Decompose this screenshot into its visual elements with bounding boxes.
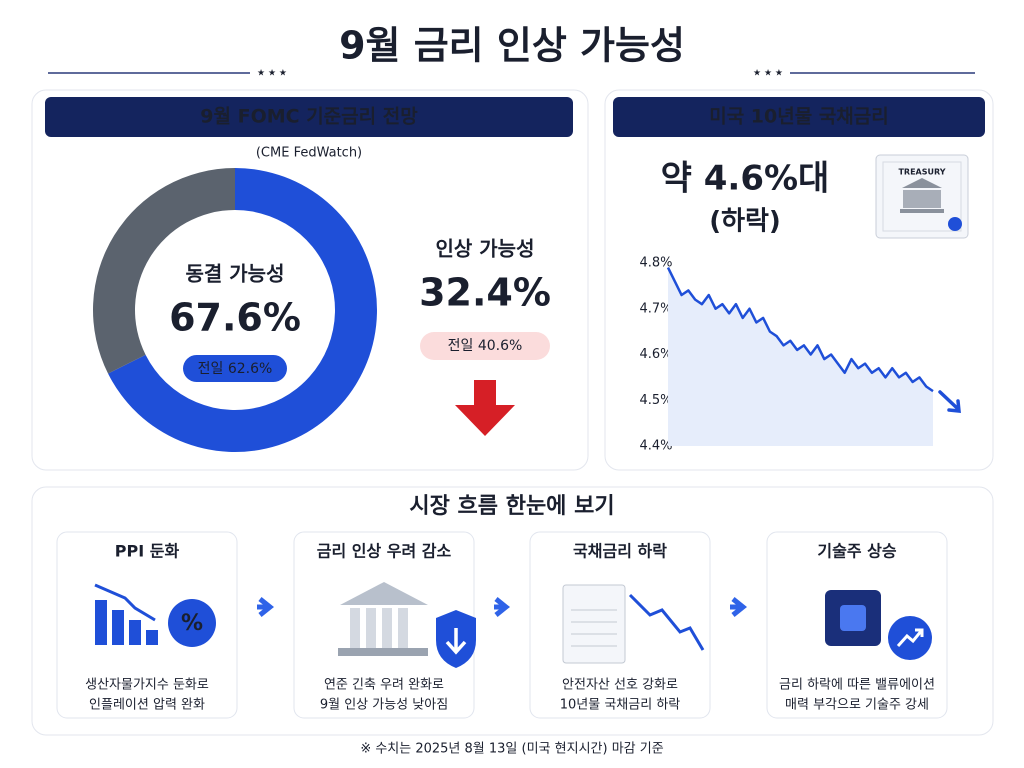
icon-column — [398, 608, 408, 648]
panel-title: 9월 FOMC 기준금리 전망 — [200, 106, 418, 128]
page-title: 9월 금리 인상 가능성 — [339, 24, 685, 68]
icon-down — [445, 628, 467, 655]
step-title: 국채금리 하락 — [573, 542, 667, 561]
category-label: 동결 가능성 — [186, 262, 285, 286]
flow-arrow — [494, 597, 511, 617]
step-icon — [338, 582, 476, 668]
annotation: 약 4.6%대 — [661, 159, 830, 199]
previous-label: 전일 40.6% — [448, 338, 523, 354]
step-text: 10년물 국채금리 하락 — [560, 698, 681, 713]
step-card — [56, 531, 238, 719]
stars: ★ ★ ★ — [257, 69, 287, 79]
icon-column — [382, 608, 392, 648]
panel-header — [45, 97, 573, 137]
panel-title: 미국 10년물 국채금리 — [709, 106, 889, 128]
stars: ★ ★ ★ — [753, 69, 783, 79]
down-arrow — [455, 380, 515, 436]
icon-circle — [168, 599, 216, 647]
value-label: 32.4% — [419, 271, 551, 315]
step-icon: % — [94, 583, 216, 647]
y-tick-label: 4.8% — [639, 256, 672, 271]
icon-base — [338, 648, 428, 656]
donut-slice — [108, 168, 378, 453]
icon-arrow — [94, 583, 156, 622]
svg-text:TREASURY: TREASURY — [898, 168, 945, 177]
icon-bar — [146, 630, 158, 645]
icon-symbol: % — [181, 611, 203, 636]
y-tick-label: 4.4% — [639, 439, 672, 454]
trend-arrow — [938, 390, 961, 413]
annotation-note: (하락) — [709, 207, 781, 237]
flow-arrow — [257, 597, 275, 617]
treasury-icon: TREASURY — [875, 154, 969, 239]
step-text: 안전자산 선호 강화로 — [562, 678, 678, 693]
panel-header — [613, 97, 985, 137]
pill — [420, 332, 550, 360]
step-title: 금리 인상 우려 감소 — [317, 542, 452, 561]
icon-roof — [340, 582, 428, 605]
panel — [31, 486, 994, 736]
icon-bar — [112, 610, 124, 645]
category-label: 인상 가능성 — [436, 237, 535, 261]
previous-label: 전일 62.6% — [198, 361, 273, 377]
icon-column — [350, 608, 360, 648]
step-text: 인플레이션 압력 완화 — [89, 698, 205, 713]
donut-slice — [93, 168, 236, 374]
line — [666, 267, 934, 393]
icon-bar — [129, 620, 141, 645]
step-text: 매력 부각으로 기술주 강세 — [785, 698, 929, 713]
step-text: 생산자물가지수 둔화로 — [85, 678, 209, 693]
icon-trend — [628, 593, 705, 651]
step-title: PPI 둔화 — [115, 542, 180, 561]
section-title: 시장 흐름 한눈에 보기 — [409, 494, 614, 519]
icon-bar — [95, 600, 107, 645]
footnote: ※ 수치는 2025년 8월 13일 (미국 현지시간) 마감 기준 — [360, 742, 663, 757]
icon-chip-core — [840, 605, 866, 631]
step-text: 연준 긴축 우려 완화로 — [324, 678, 444, 693]
pill — [183, 355, 287, 382]
icon-up — [896, 628, 924, 648]
area — [668, 267, 933, 446]
icon-doc — [562, 584, 626, 664]
step-icon — [562, 584, 705, 664]
step-text: 9월 인상 가능성 낮아짐 — [320, 698, 448, 713]
flow-arrow — [730, 597, 748, 617]
y-tick-label: 4.7% — [639, 301, 672, 316]
y-tick-label: 4.6% — [639, 347, 672, 362]
step-title: 기술주 상승 — [817, 542, 896, 561]
y-tick-label: 4.5% — [639, 393, 672, 408]
step-text: 금리 하락에 따른 밸류에이션 — [779, 678, 935, 693]
step-icon — [825, 590, 932, 660]
value-label: 67.6% — [169, 296, 301, 340]
subtitle: (CME FedWatch) — [256, 146, 362, 161]
icon-column — [366, 608, 376, 648]
